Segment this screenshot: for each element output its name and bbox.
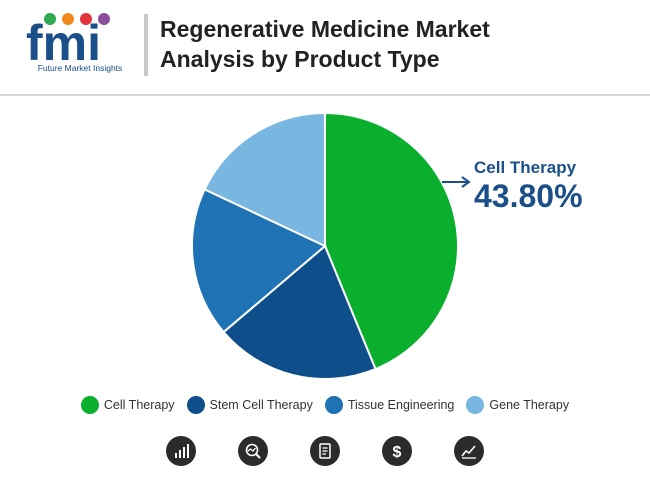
document-icon bbox=[310, 436, 340, 466]
legend-label: Stem Cell Therapy bbox=[209, 398, 313, 412]
fmi-logo: fmi bbox=[26, 13, 110, 71]
pie-slice-cell-therapy bbox=[324, 111, 459, 371]
pie-slice-tissue-engineering bbox=[191, 188, 327, 334]
legend-swatch bbox=[324, 396, 343, 414]
page-title: Regenerative Medicine Market Analysis by… bbox=[160, 14, 620, 74]
legend-item-tissue-engineering: Tissue Engineering bbox=[324, 396, 455, 414]
legend-item-cell-therapy: Cell Therapy bbox=[80, 396, 175, 414]
callout-label: Cell Therapy bbox=[474, 158, 577, 177]
title-line-1: Regenerative Medicine Market bbox=[160, 16, 490, 42]
pie-slice-stem-cell-therapy bbox=[222, 244, 377, 380]
header-divider bbox=[0, 94, 650, 96]
legend-item-gene-therapy: Gene Therapy bbox=[466, 396, 569, 414]
title-accent-bar bbox=[144, 14, 148, 76]
callout-value: 43.80% bbox=[474, 178, 583, 214]
dollar-icon: $ bbox=[382, 436, 412, 466]
trend-chart-icon bbox=[454, 436, 484, 466]
legend-swatch bbox=[466, 396, 485, 414]
legend-swatch bbox=[80, 396, 99, 414]
pie-chart bbox=[191, 111, 459, 380]
legend-label: Tissue Engineering bbox=[347, 398, 455, 412]
legend-label: Cell Therapy bbox=[103, 398, 175, 412]
svg-text:$: $ bbox=[393, 444, 402, 460]
footer-icons: $ bbox=[0, 436, 650, 470]
legend-item-stem-cell-therapy: Stem Cell Therapy bbox=[186, 396, 313, 414]
title-line-2: Analysis by Product Type bbox=[160, 46, 440, 72]
logo-subtitle: Future Market Insights bbox=[37, 63, 123, 73]
legend-label: Gene Therapy bbox=[489, 398, 570, 412]
header: fmi Future Market Insights Regenerative … bbox=[0, 0, 650, 94]
legend: Cell Therapy Stem Cell Therapy Tissue En… bbox=[0, 394, 650, 416]
legend-swatch bbox=[186, 396, 205, 414]
pie-slice-gene-therapy bbox=[203, 111, 326, 248]
magnifier-chart-icon bbox=[238, 436, 268, 466]
callout-arrow-icon bbox=[442, 176, 471, 188]
bar-chart-icon bbox=[166, 436, 196, 466]
